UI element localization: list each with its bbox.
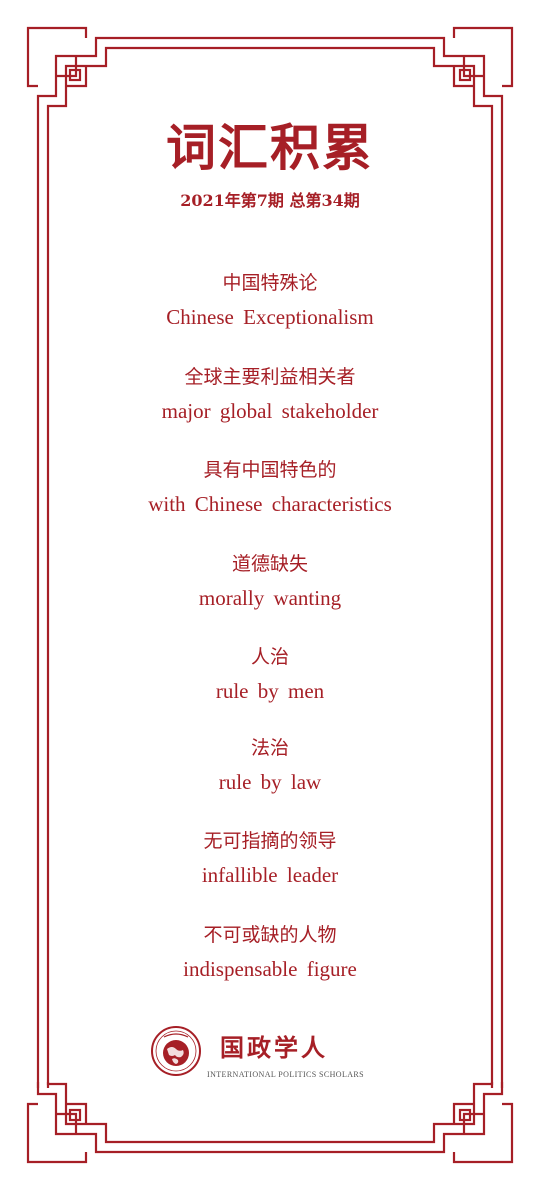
globe-emblem-icon xyxy=(151,1026,201,1076)
publisher-name-chinese: 国政学人 xyxy=(220,1033,328,1062)
term-item: 具有中国特色的 with Chinese characteristics xyxy=(0,455,540,519)
term-english: Chinese Exceptionalism xyxy=(166,305,374,329)
term-item: 不可或缺的人物 indispensable figure xyxy=(0,920,540,984)
term-english: morally wanting xyxy=(198,586,342,610)
page-title: 词汇积累 xyxy=(166,118,374,177)
term-chinese: 具有中国特色的 xyxy=(203,459,337,481)
term-chinese: 人治 xyxy=(250,646,289,668)
term-chinese: 不可或缺的人物 xyxy=(203,924,337,946)
term-item: 无可指摘的领导 infallible leader xyxy=(0,826,540,890)
publisher-logo: 国政学人 INTERNATIONAL POLITICS SCHOLARS xyxy=(150,1025,390,1089)
term-chinese: 无可指摘的领导 xyxy=(203,830,337,852)
term-item: 人治 rule by men xyxy=(0,642,540,706)
term-item: 中国特殊论 Chinese Exceptionalism xyxy=(0,268,540,332)
term-english: major global stakeholder xyxy=(161,399,379,423)
term-chinese: 中国特殊论 xyxy=(222,272,318,294)
term-chinese: 全球主要利益相关者 xyxy=(184,366,356,388)
term-english: rule by law xyxy=(218,770,322,794)
publisher-name-english: INTERNATIONAL POLITICS SCHOLARS xyxy=(207,1070,364,1079)
term-chinese: 法治 xyxy=(250,737,289,759)
term-english: indispensable figure xyxy=(183,957,357,981)
term-chinese: 道德缺失 xyxy=(231,553,308,575)
term-english: with Chinese characteristics xyxy=(148,492,392,516)
term-english: rule by men xyxy=(215,679,325,703)
term-item: 法治 rule by law xyxy=(0,733,540,797)
term-item: 道德缺失 morally wanting xyxy=(0,549,540,613)
issue-number: 2021年第7期 总第34期 xyxy=(180,191,360,210)
term-english: infallible leader xyxy=(201,863,339,887)
term-item: 全球主要利益相关者 major global stakeholder xyxy=(0,362,540,426)
corner-ornament xyxy=(26,26,108,108)
